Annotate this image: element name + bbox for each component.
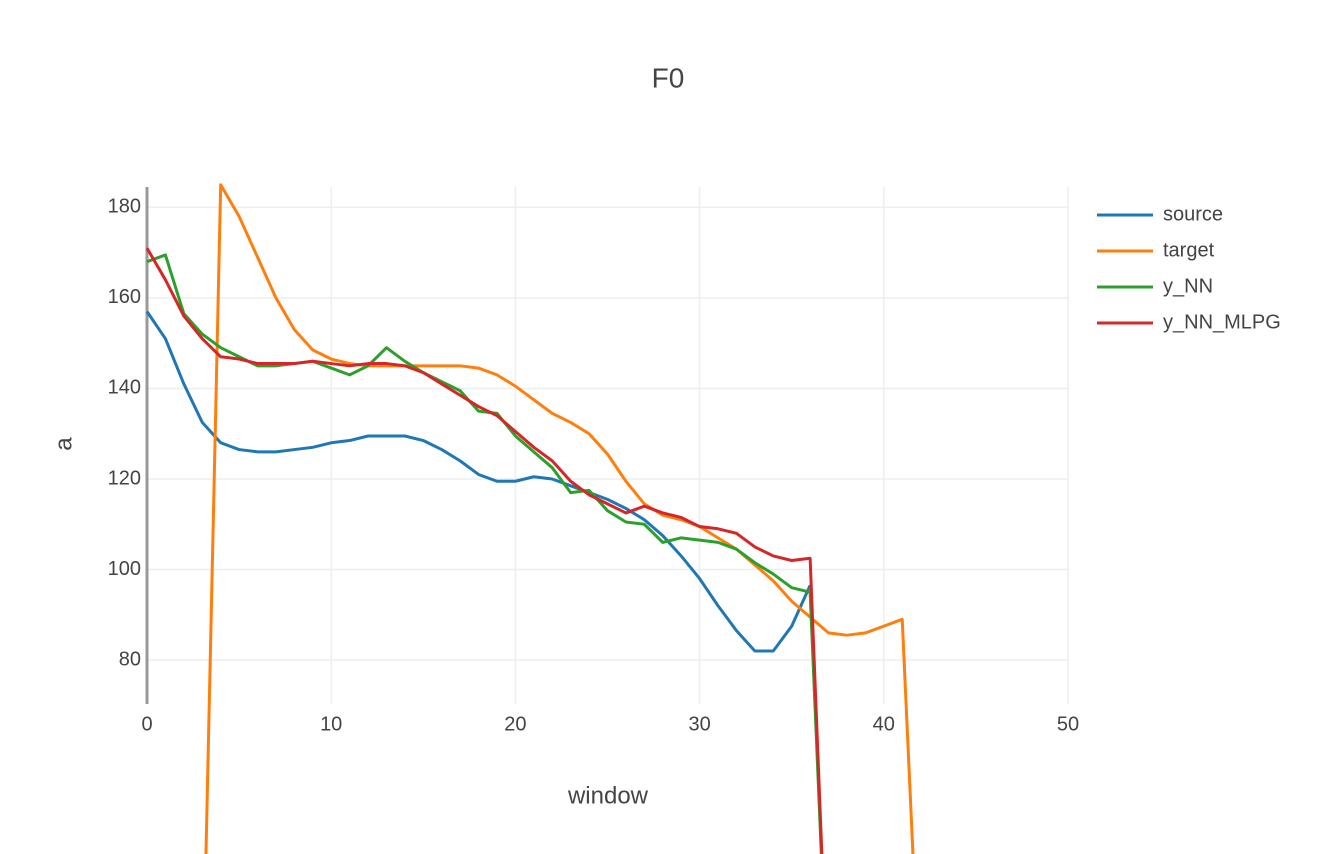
x-axis-title: window (567, 782, 649, 809)
legend-label: y_NN_MLPG (1163, 311, 1281, 333)
y-tick-label: 160 (108, 286, 141, 308)
legend-label: target (1163, 239, 1215, 261)
legend-label: source (1163, 203, 1223, 225)
y-tick-label: 80 (119, 648, 141, 670)
x-tick-label: 40 (873, 713, 895, 735)
y-tick-label: 140 (108, 377, 141, 399)
x-tick-label: 50 (1057, 713, 1079, 735)
y-tick-label: 180 (108, 196, 141, 218)
x-tick-label: 30 (688, 713, 710, 735)
y-axis-title: a (50, 437, 77, 451)
line (145, 247, 824, 854)
x-tick-label: 20 (504, 713, 526, 735)
y-tick-label: 100 (108, 558, 141, 580)
chart-title: F0 (652, 62, 685, 93)
line (145, 310, 812, 653)
line (204, 183, 915, 854)
line (146, 253, 823, 854)
x-tick-label: 10 (320, 713, 342, 735)
y-tick-label: 120 (108, 467, 141, 489)
legend-label: y_NN (1163, 275, 1213, 297)
x-tick-label: 0 (141, 713, 152, 735)
